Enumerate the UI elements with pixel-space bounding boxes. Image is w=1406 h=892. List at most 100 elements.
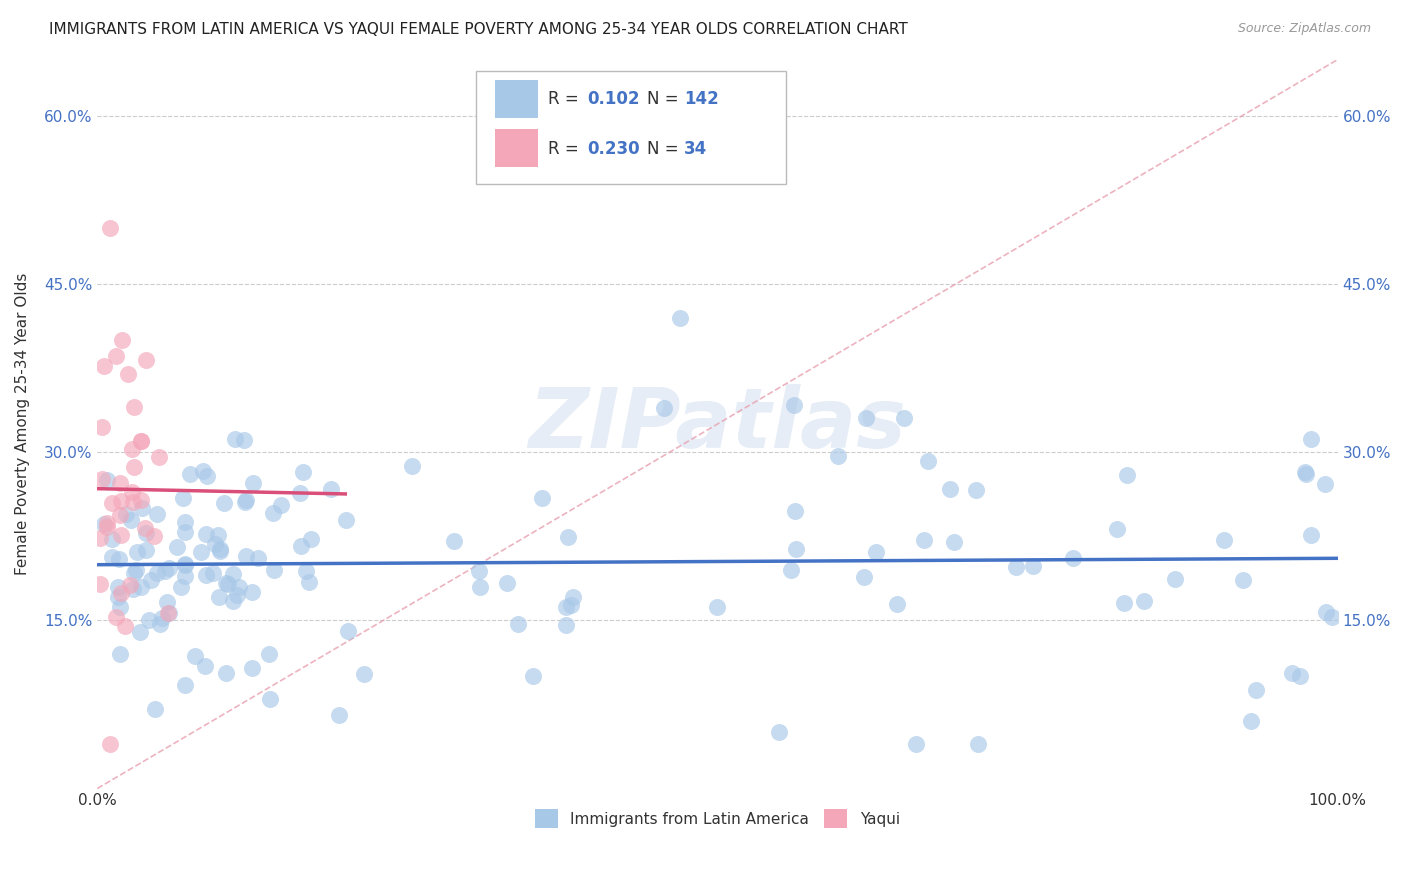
Point xyxy=(855,411,877,425)
Text: N =: N = xyxy=(647,90,683,108)
Point xyxy=(1022,559,1045,574)
Text: 142: 142 xyxy=(683,90,718,108)
Point xyxy=(127,545,149,559)
Text: 34: 34 xyxy=(683,139,707,158)
Point xyxy=(174,678,197,692)
Text: N =: N = xyxy=(647,139,683,158)
FancyBboxPatch shape xyxy=(495,128,537,167)
Point xyxy=(214,496,236,510)
Point xyxy=(110,494,132,508)
Point xyxy=(107,551,129,566)
Point xyxy=(1164,572,1187,586)
Point xyxy=(401,459,423,474)
Point xyxy=(209,543,232,558)
Point xyxy=(190,545,212,559)
Point xyxy=(98,737,121,751)
Point xyxy=(257,647,280,661)
Point xyxy=(98,220,121,235)
Point xyxy=(1232,573,1254,587)
Point xyxy=(321,482,343,496)
Point xyxy=(1133,594,1156,608)
Point xyxy=(141,573,163,587)
Point xyxy=(443,533,465,548)
Point xyxy=(555,618,578,632)
Point xyxy=(105,610,128,624)
Point xyxy=(240,661,263,675)
Point xyxy=(124,401,146,415)
Point xyxy=(89,531,111,545)
Point xyxy=(522,669,544,683)
Point xyxy=(173,568,195,582)
Point xyxy=(299,532,322,546)
Point xyxy=(561,591,583,605)
Point xyxy=(96,516,118,530)
Point xyxy=(1112,596,1135,610)
Point xyxy=(785,542,807,557)
Point xyxy=(214,576,236,591)
Point xyxy=(101,496,124,510)
Point xyxy=(1240,714,1263,729)
Point xyxy=(1246,682,1268,697)
Point xyxy=(108,600,131,615)
Point xyxy=(148,450,170,464)
Point xyxy=(208,590,231,604)
Point xyxy=(197,468,219,483)
Point xyxy=(560,598,582,612)
Point xyxy=(107,580,129,594)
Point xyxy=(1295,467,1317,482)
Point xyxy=(1062,551,1084,566)
Point xyxy=(122,566,145,581)
Point xyxy=(135,352,157,367)
Point xyxy=(117,367,139,381)
Point xyxy=(669,310,692,325)
Point xyxy=(224,433,246,447)
Point xyxy=(114,619,136,633)
Point xyxy=(228,580,250,594)
Point xyxy=(288,486,311,500)
Point xyxy=(291,466,314,480)
Point xyxy=(169,580,191,594)
Point xyxy=(783,503,806,517)
Point xyxy=(917,454,939,468)
Point xyxy=(1315,477,1337,491)
Point xyxy=(853,570,876,584)
Point xyxy=(1281,665,1303,680)
Point xyxy=(120,513,142,527)
Point xyxy=(129,434,152,448)
Point xyxy=(508,616,530,631)
Point xyxy=(240,585,263,599)
Point xyxy=(111,333,134,347)
Point xyxy=(121,494,143,508)
Point xyxy=(125,563,148,577)
Point xyxy=(157,606,180,620)
Point xyxy=(131,501,153,516)
Legend: Immigrants from Latin America, Yaqui: Immigrants from Latin America, Yaqui xyxy=(527,802,907,836)
Point xyxy=(912,533,935,547)
Point xyxy=(865,544,887,558)
Point xyxy=(967,737,990,751)
Point xyxy=(195,526,218,541)
Point xyxy=(172,491,194,506)
Point xyxy=(468,564,491,578)
Point xyxy=(555,600,578,615)
Text: 0.102: 0.102 xyxy=(588,90,640,108)
Point xyxy=(89,577,111,591)
Point xyxy=(530,491,553,505)
Point xyxy=(129,624,152,639)
Point xyxy=(943,534,966,549)
Point xyxy=(120,578,142,592)
Point xyxy=(893,411,915,425)
Point xyxy=(105,350,128,364)
Point xyxy=(353,667,375,681)
Text: R =: R = xyxy=(547,90,583,108)
Point xyxy=(108,475,131,490)
Point xyxy=(173,525,195,540)
Y-axis label: Female Poverty Among 25-34 Year Olds: Female Poverty Among 25-34 Year Olds xyxy=(15,273,30,575)
Point xyxy=(156,595,179,609)
Point xyxy=(179,467,201,481)
Point xyxy=(204,537,226,551)
Point xyxy=(235,493,257,508)
Text: 0.230: 0.230 xyxy=(588,139,640,158)
Point xyxy=(193,464,215,478)
Point xyxy=(247,551,270,566)
